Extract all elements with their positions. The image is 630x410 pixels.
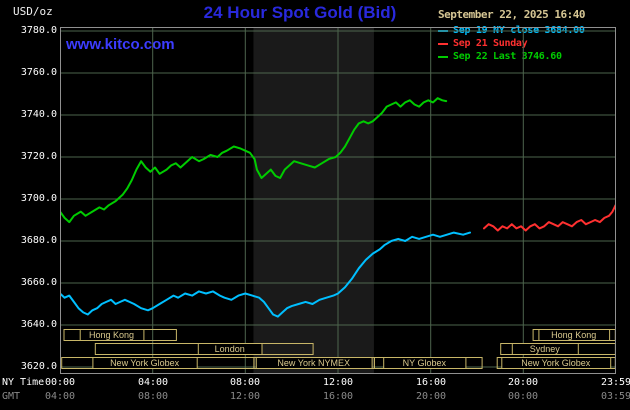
x-tick-ny-time: 04:00 <box>137 377 169 388</box>
session-label: New York Globex <box>110 358 180 368</box>
session-label-box <box>383 357 467 369</box>
session-label: NY Globex <box>403 358 447 368</box>
series-line-sep-22-last-3746-60 <box>60 97 448 224</box>
ny-time-axis-label: NY Time <box>2 377 45 388</box>
y-tick-label: 3640.0 <box>20 319 57 330</box>
session-label-box <box>511 343 579 355</box>
session-label: Sydney <box>530 344 561 354</box>
y-tick-label: 3760.0 <box>20 67 57 78</box>
nymex-session-shading <box>253 28 374 373</box>
series-line-sep-21-sunday <box>483 204 616 232</box>
x-tick-gmt: 08:00 <box>137 391 169 402</box>
legend-item: Sep 21 Sunday <box>438 37 585 50</box>
x-tick-gmt: 00:00 <box>507 391 539 402</box>
y-tick-label: 3780.0 <box>20 25 57 36</box>
session-label-box <box>197 343 263 355</box>
session-label: New York NYMEX <box>277 358 350 368</box>
chart-title: 24 Hour Spot Gold (Bid) <box>203 3 397 22</box>
x-tick-ny-time: 20:00 <box>507 377 539 388</box>
y-tick-label: 3720.0 <box>20 151 57 162</box>
legend-item: Sep 22 Last 3746.60 <box>438 50 585 63</box>
x-tick-ny-time: 08:00 <box>229 377 261 388</box>
session-label-box <box>255 357 373 369</box>
y-tick-label: 3680.0 <box>20 235 57 246</box>
x-tick-gmt: 20:00 <box>415 391 447 402</box>
x-tick-gmt: 04:00 <box>44 391 76 402</box>
series-line-sep-19-ny-close-3684-00 <box>60 231 471 318</box>
unit-label: USD/oz <box>13 5 53 18</box>
session-label: Hong Kong <box>551 330 596 340</box>
y-tick-label: 3620.0 <box>20 361 57 372</box>
x-tick-ny-time: 12:00 <box>322 377 354 388</box>
session-label: Hong Kong <box>89 330 134 340</box>
legend-line-swatch <box>438 42 448 45</box>
plot-border <box>60 27 616 374</box>
legend-line-swatch <box>438 55 448 58</box>
plot-area: Hong Kong Hong Kong London Sydney New York G… <box>60 27 616 374</box>
x-tick-ny-time: 16:00 <box>415 377 447 388</box>
x-tick-gmt: 12:00 <box>229 391 261 402</box>
legend-label: Sep 21 Sunday <box>453 38 528 49</box>
y-tick-label: 3740.0 <box>20 109 57 120</box>
x-tick-gmt: 03:59 <box>600 391 630 402</box>
x-tick-gmt: 16:00 <box>322 391 354 402</box>
session-label-box <box>501 357 612 369</box>
kitco-watermark-link[interactable]: www.kitco.com <box>66 36 175 53</box>
x-tick-ny-time: 23:59 <box>600 377 630 388</box>
session-label: New York Globex <box>521 358 591 368</box>
y-tick-label: 3660.0 <box>20 277 57 288</box>
session-label: London <box>215 344 245 354</box>
legend-label: Sep 22 Last 3746.60 <box>453 51 562 62</box>
x-tick-ny-time: 00:00 <box>44 377 76 388</box>
session-label-box <box>79 329 145 341</box>
session-label-box <box>92 357 198 369</box>
chart-datetime: September 22, 2025 16:40 <box>438 8 585 21</box>
y-tick-label: 3700.0 <box>20 193 57 204</box>
gmt-axis-label: GMT <box>2 391 21 402</box>
session-label-box <box>538 329 611 341</box>
